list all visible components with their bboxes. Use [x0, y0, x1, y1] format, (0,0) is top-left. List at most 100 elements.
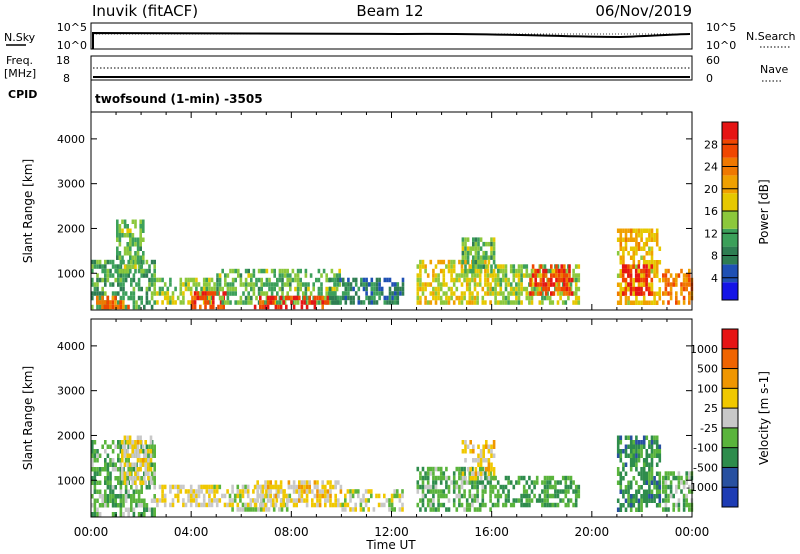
- data-cell: [362, 282, 366, 287]
- data-cell: [461, 255, 465, 260]
- data-cell: [153, 512, 156, 517]
- data-cell: [346, 489, 350, 494]
- data-cell: [265, 507, 268, 512]
- data-cell: [101, 494, 104, 499]
- data-cell: [472, 471, 475, 476]
- data-cell: [269, 489, 272, 494]
- data-cell: [378, 295, 381, 301]
- data-cell: [564, 300, 568, 305]
- data-cell: [137, 268, 141, 274]
- data-cell: [158, 291, 162, 296]
- data-cell: [688, 484, 691, 490]
- data-cell: [182, 282, 185, 287]
- data-cell: [637, 269, 641, 274]
- data-cell: [153, 273, 156, 278]
- data-cell: [496, 282, 500, 287]
- data-cell: [655, 471, 659, 476]
- data-cell: [559, 291, 562, 296]
- data-cell: [123, 233, 127, 238]
- data-cell: [538, 498, 542, 503]
- data-cell: [136, 260, 140, 265]
- data-cell: [653, 269, 656, 274]
- data-cell: [131, 462, 134, 467]
- data-cell: [290, 295, 293, 301]
- data-cell: [351, 493, 355, 499]
- data-cell: [256, 480, 259, 485]
- data-cell: [393, 493, 396, 499]
- data-cell: [619, 449, 623, 454]
- data-cell: [322, 268, 326, 274]
- data-cell: [669, 484, 673, 490]
- data-cell: [136, 449, 140, 454]
- data-cell: [219, 304, 223, 310]
- data-cell: [213, 484, 216, 490]
- data-cell: [468, 300, 472, 305]
- data-cell: [197, 493, 201, 499]
- data-cell: [296, 300, 300, 305]
- data-cell: [482, 449, 485, 454]
- data-cell: [372, 507, 376, 512]
- data-cell: [299, 286, 302, 292]
- data-cell: [685, 273, 688, 278]
- data-cell: [197, 484, 201, 490]
- data-cell: [528, 493, 531, 499]
- data-cell: [650, 237, 654, 242]
- data-cell: [320, 273, 323, 278]
- data-cell: [303, 300, 306, 305]
- data-cell: [574, 489, 578, 494]
- time-tick-label: 04:00: [174, 525, 209, 539]
- data-cell: [460, 264, 464, 269]
- data-cell: [213, 498, 216, 503]
- data-cell: [324, 489, 327, 494]
- data-cell: [106, 503, 110, 508]
- data-cell: [161, 286, 164, 292]
- data-cell: [268, 277, 271, 283]
- data-cell: [273, 286, 276, 292]
- data-cell: [447, 286, 451, 292]
- data-cell: [541, 291, 544, 296]
- data-cell: [147, 467, 150, 472]
- data-cell: [572, 300, 575, 305]
- data-cell: [316, 493, 319, 499]
- time-tick-label: 16:00: [474, 525, 509, 539]
- data-cell: [640, 503, 643, 508]
- data-cell: [635, 449, 638, 454]
- data-cell: [672, 475, 675, 481]
- data-cell: [189, 291, 193, 296]
- data-cell: [629, 467, 633, 472]
- data-cell: [650, 467, 654, 472]
- data-cell: [509, 286, 513, 292]
- data-cell: [642, 291, 646, 296]
- data-cell: [127, 494, 130, 499]
- data-cell: [273, 268, 276, 274]
- data-cell: [554, 480, 557, 485]
- data-cell: [134, 440, 137, 445]
- data-cell: [119, 494, 123, 499]
- data-cell: [148, 453, 151, 458]
- data-cell: [624, 471, 628, 476]
- data-cell: [541, 498, 544, 503]
- data-cell: [244, 489, 247, 494]
- data-cell: [396, 295, 400, 301]
- data-cell: [128, 435, 132, 440]
- data-cell: [123, 476, 127, 481]
- data-cell: [502, 268, 505, 274]
- data-cell: [655, 300, 659, 305]
- data-cell: [509, 268, 513, 274]
- data-cell: [677, 273, 681, 278]
- data-cell: [252, 268, 256, 274]
- data-cell: [629, 233, 633, 238]
- data-cell: [499, 277, 503, 283]
- data-cell: [131, 219, 135, 224]
- data-cell: [300, 304, 304, 310]
- data-cell: [136, 246, 140, 251]
- colorbar-swatch: [722, 427, 738, 448]
- data-cell: [359, 507, 363, 512]
- data-cell: [137, 489, 141, 494]
- data-cell: [354, 291, 358, 296]
- data-cell: [344, 498, 347, 503]
- data-cell: [554, 493, 557, 499]
- data-cell: [642, 246, 646, 251]
- data-cell: [122, 286, 125, 292]
- data-cell: [383, 502, 386, 508]
